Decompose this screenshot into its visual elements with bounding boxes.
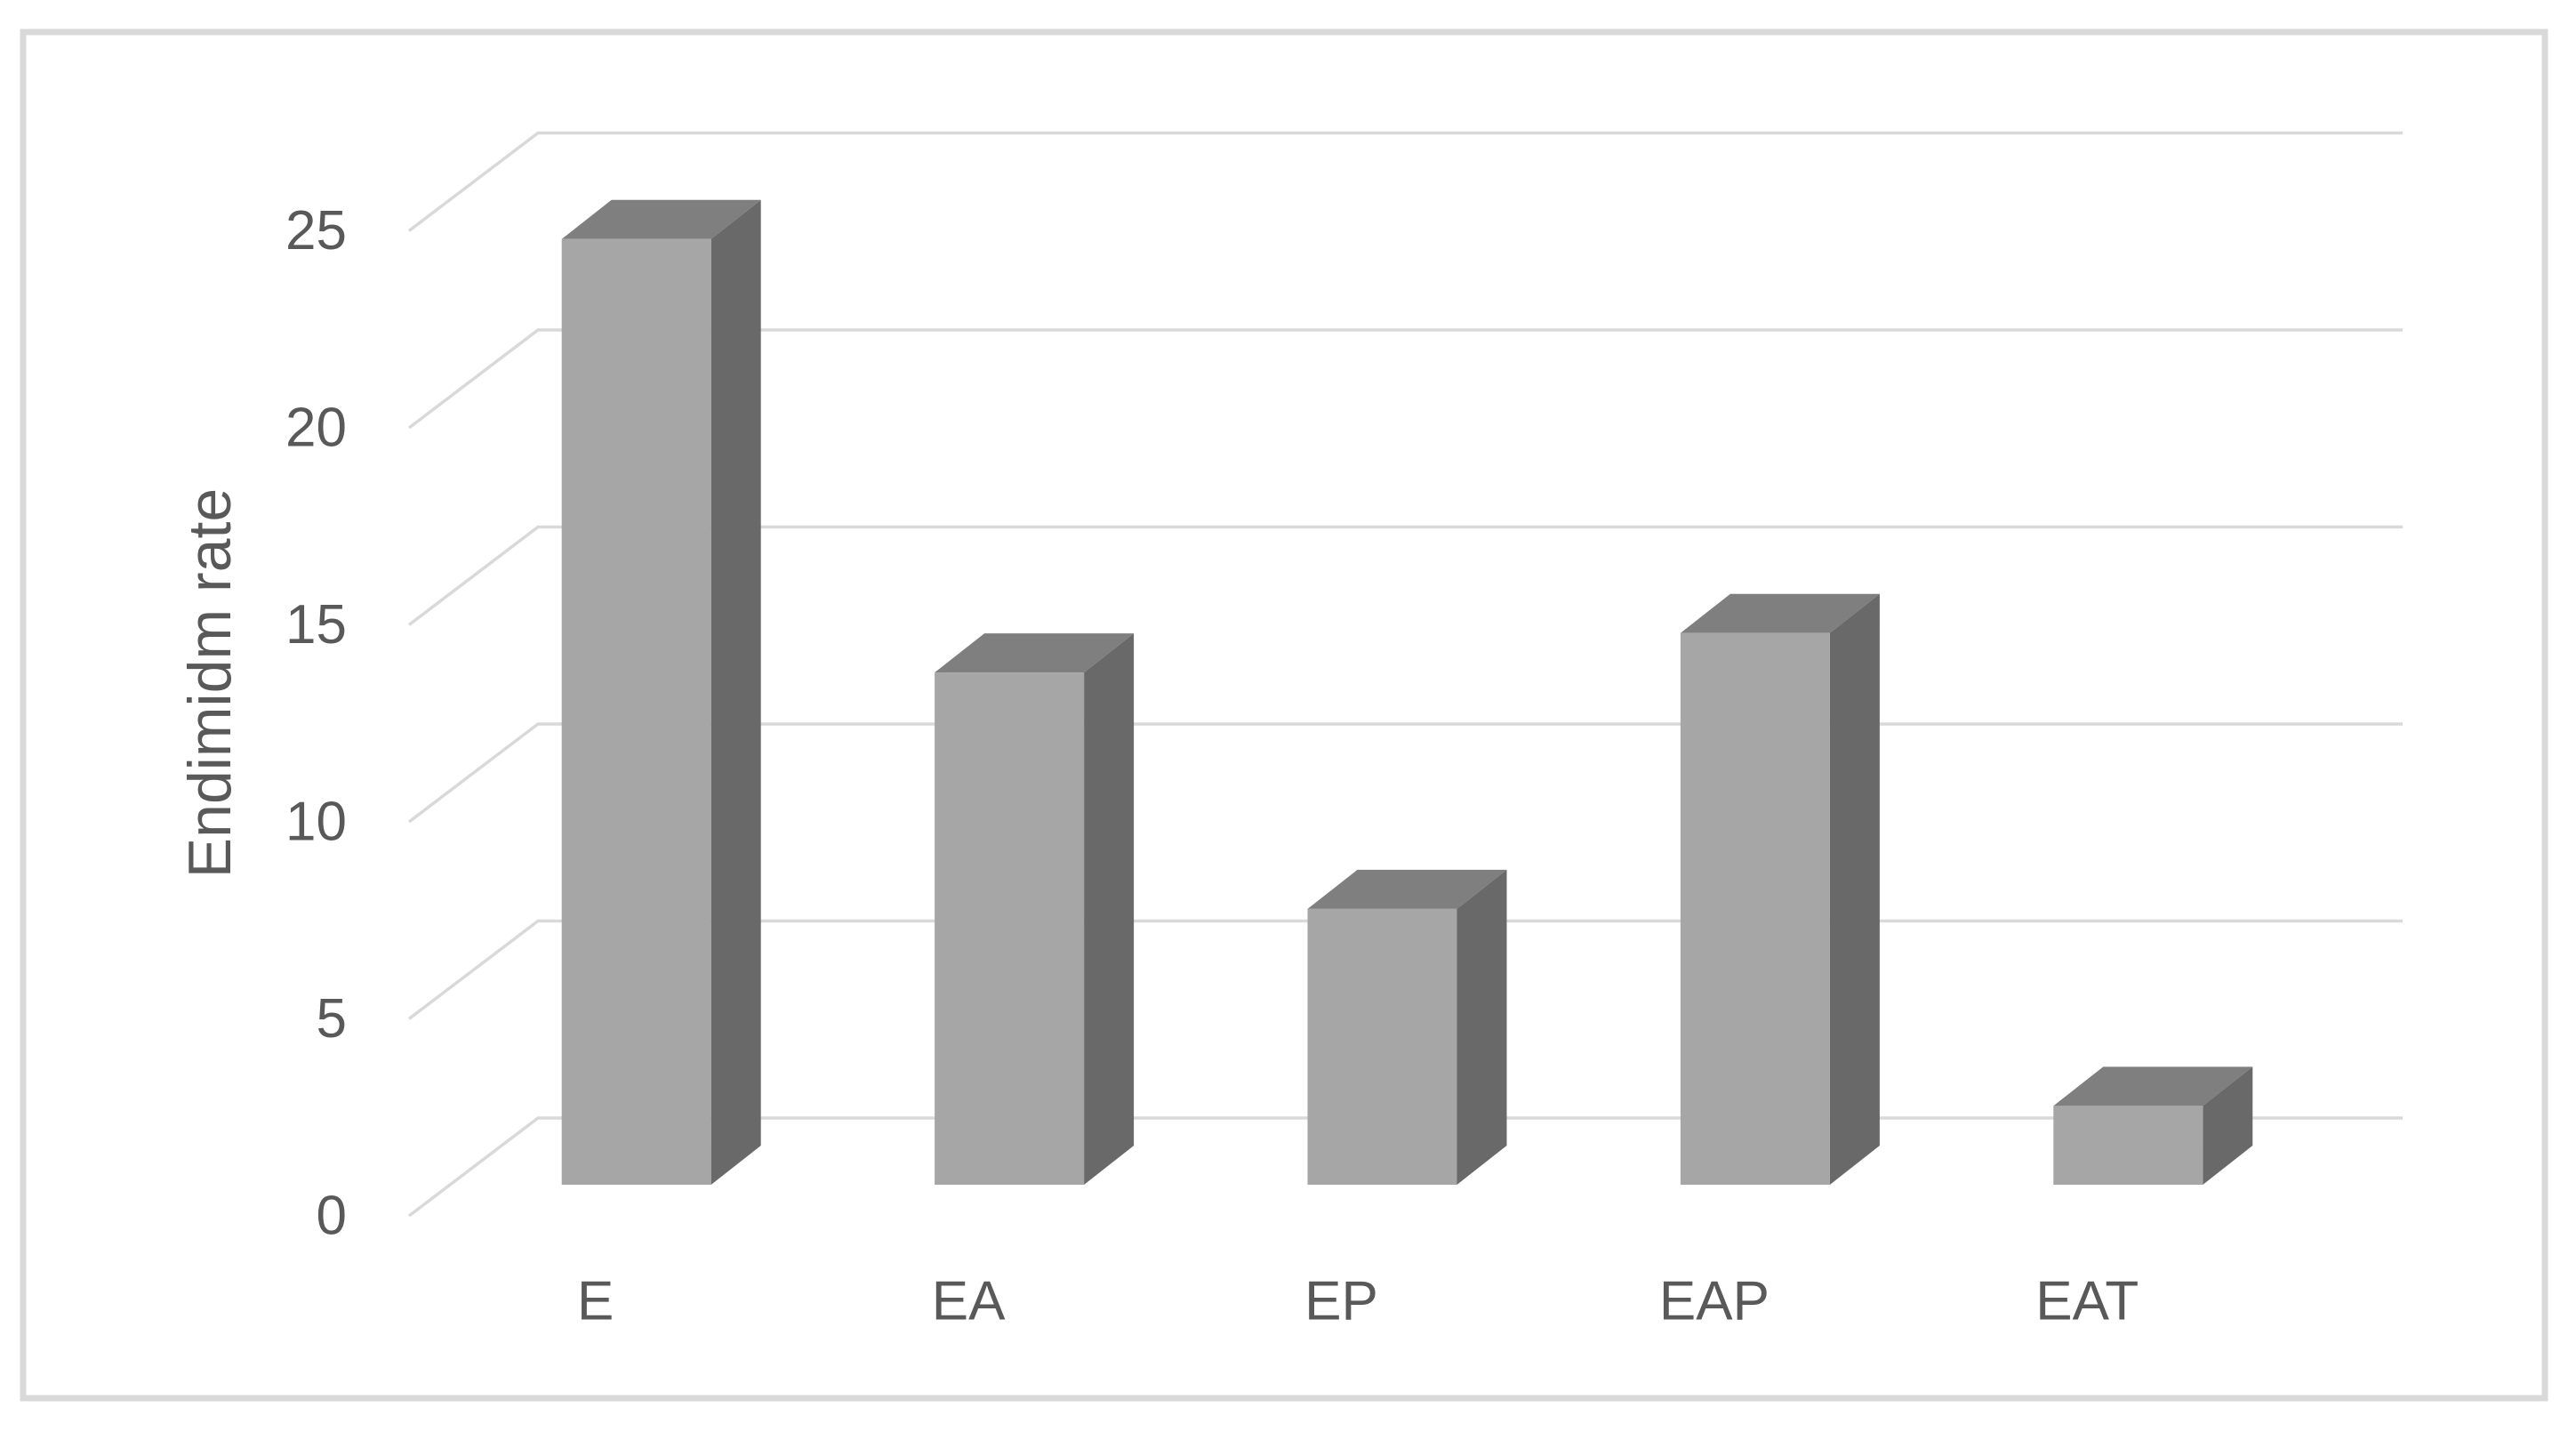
bar	[1680, 632, 1830, 1185]
bar	[1307, 908, 1457, 1185]
bar-top-face	[935, 633, 1135, 673]
x-category-label: EAP	[1659, 1271, 1769, 1332]
bar-top-face	[2053, 1066, 2253, 1106]
chart-frame-border	[20, 28, 2548, 1402]
y-tick-label: 20	[285, 398, 347, 459]
y-tick-label: 25	[285, 200, 347, 261]
bar-side-face	[1829, 593, 1880, 1185]
y-tick-label: 5	[317, 988, 347, 1050]
bar-top-face	[561, 199, 761, 239]
bar-top-face	[1680, 593, 1880, 633]
bar	[935, 672, 1085, 1185]
bar	[2053, 1106, 2203, 1185]
gridline	[407, 328, 2403, 430]
gridline	[407, 525, 2403, 626]
x-category-label: E	[577, 1271, 614, 1332]
bar-side-face	[710, 199, 761, 1185]
gridline	[407, 131, 2403, 232]
bar-side-face	[2203, 1066, 2253, 1185]
x-category-label: EAT	[2035, 1271, 2139, 1332]
y-tick-label: 0	[317, 1186, 347, 1247]
bar	[561, 238, 711, 1185]
y-tick-label: 15	[285, 594, 347, 656]
x-category-label: EA	[932, 1271, 1006, 1332]
bar-side-face	[1457, 869, 1507, 1185]
y-tick-label: 10	[285, 792, 347, 853]
y-axis-title: Endimidm rate	[176, 488, 244, 878]
x-category-label: EP	[1304, 1271, 1378, 1332]
bar-side-face	[1084, 633, 1135, 1185]
bar-top-face	[1307, 869, 1507, 909]
